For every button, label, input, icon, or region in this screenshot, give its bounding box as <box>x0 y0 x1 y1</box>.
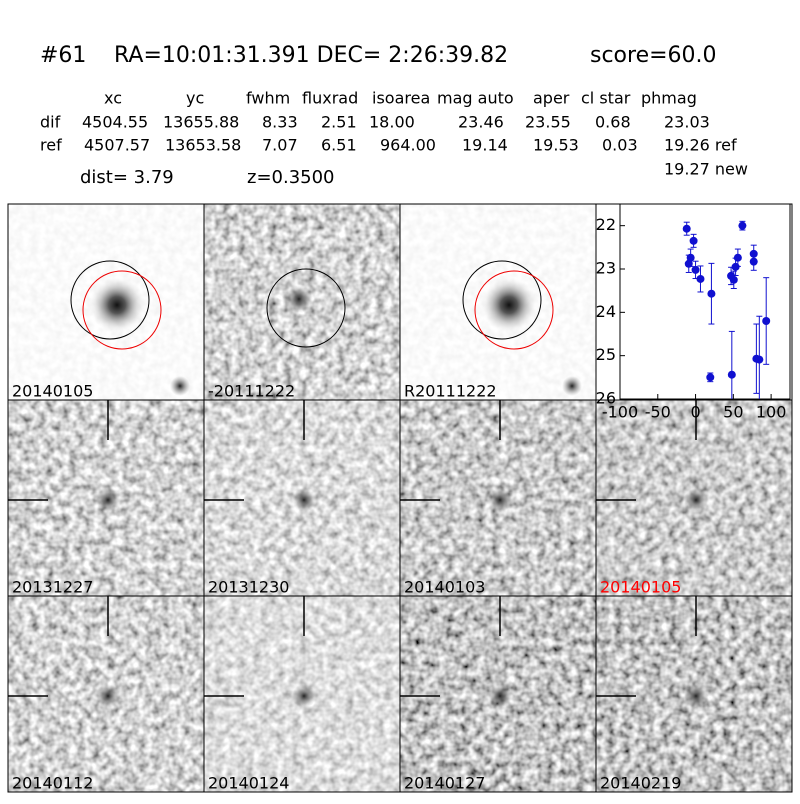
cell: 13655.88 <box>163 113 239 132</box>
data-point <box>689 236 698 245</box>
data-point <box>755 355 764 364</box>
column-header: phmag <box>641 89 697 108</box>
column-header: cl star <box>581 89 631 108</box>
object-id: #61 <box>40 43 86 68</box>
plot-area <box>619 203 791 400</box>
panel-label: 20140103 <box>404 578 485 597</box>
column-header: mag auto <box>437 89 514 108</box>
cell: 4507.57 <box>84 136 150 155</box>
image-panel <box>595 595 793 793</box>
panel-label: -20111222 <box>208 382 295 401</box>
data-point <box>707 289 716 298</box>
phmag-new: 19.27 new <box>664 160 748 179</box>
cell: 964.00 <box>380 136 436 155</box>
cell: 23.46 <box>458 113 504 132</box>
cell: 13653.58 <box>165 136 241 155</box>
cell: 7.07 <box>262 136 298 155</box>
data-point <box>762 317 771 325</box>
data-point <box>691 265 700 274</box>
cell: 6.51 <box>321 136 357 155</box>
cell: 8.33 <box>262 113 298 132</box>
panel-label: 20140112 <box>12 774 93 793</box>
image-panel <box>7 399 205 597</box>
panel-label: 20140105 <box>12 382 93 401</box>
column-header: isoarea <box>372 89 430 108</box>
redshift: z=0.3500 <box>247 167 335 188</box>
y-tick-label: 22 <box>596 215 616 234</box>
image-panel <box>203 595 401 793</box>
cell: 0.68 <box>595 113 631 132</box>
image-panel <box>7 595 205 793</box>
x-tick-label: 50 <box>723 403 743 422</box>
panel-label: 20140219 <box>600 774 681 793</box>
cell: 0.03 <box>602 136 638 155</box>
cell: 2.51 <box>321 113 357 132</box>
column-header: yc <box>186 89 204 108</box>
cell: 19.14 <box>462 136 508 155</box>
cell: 19.53 <box>533 136 579 155</box>
panel-label: 20131230 <box>208 578 289 597</box>
image-panel <box>399 203 597 401</box>
cell: 4504.55 <box>82 113 148 132</box>
data-point <box>682 224 691 233</box>
data-point <box>729 275 738 284</box>
data-point <box>733 253 742 262</box>
x-tick-label: -50 <box>645 403 671 422</box>
data-points <box>682 220 771 399</box>
column-header: fluxrad <box>302 89 358 108</box>
x-tick-label: 100 <box>756 403 787 422</box>
y-tick-label: 24 <box>596 302 616 321</box>
image-panel <box>399 595 597 793</box>
panel-label: 20140124 <box>208 774 289 793</box>
x-tick-label: -100 <box>602 403 638 422</box>
aperture <box>462 260 542 340</box>
data-point <box>727 370 736 379</box>
image-panel <box>203 399 401 597</box>
aperture <box>474 270 554 350</box>
panel-frame <box>595 595 793 793</box>
row-label: ref <box>40 136 62 155</box>
cell: 23.55 <box>525 113 571 132</box>
y-tick-label: 26 <box>596 389 616 408</box>
data-point <box>696 274 705 283</box>
row-label: dif <box>40 113 61 132</box>
image-panel <box>203 203 401 401</box>
cell: 23.03 <box>664 113 710 132</box>
column-header: xc <box>104 89 122 108</box>
column-header: fwhm <box>246 89 290 108</box>
y-tick-label: 25 <box>596 345 616 364</box>
chart-background <box>595 203 793 401</box>
image-panel <box>399 399 597 597</box>
data-point <box>686 253 695 262</box>
image-panel <box>7 203 205 401</box>
aperture <box>82 270 162 350</box>
coords: RA=10:01:31.391 DEC= 2:26:39.82 <box>114 43 508 68</box>
data-point <box>749 257 758 266</box>
dist: dist= 3.79 <box>80 167 174 188</box>
aperture <box>70 260 150 340</box>
data-point <box>706 373 715 382</box>
image-panel <box>595 399 793 597</box>
score: score=60.0 <box>590 43 717 68</box>
column-header: aper <box>533 89 570 108</box>
y-tick-label: 23 <box>596 259 616 278</box>
panel-label: 20131227 <box>12 578 93 597</box>
panel-label: 20140105 <box>600 578 681 597</box>
data-point <box>738 221 747 230</box>
aperture <box>266 268 346 348</box>
x-tick-label: 0 <box>690 403 700 422</box>
cell: 18.00 <box>369 113 415 132</box>
panel-label: 20140127 <box>404 774 485 793</box>
cell: 19.26 ref <box>664 136 737 155</box>
panel-label: R20111222 <box>404 382 497 401</box>
